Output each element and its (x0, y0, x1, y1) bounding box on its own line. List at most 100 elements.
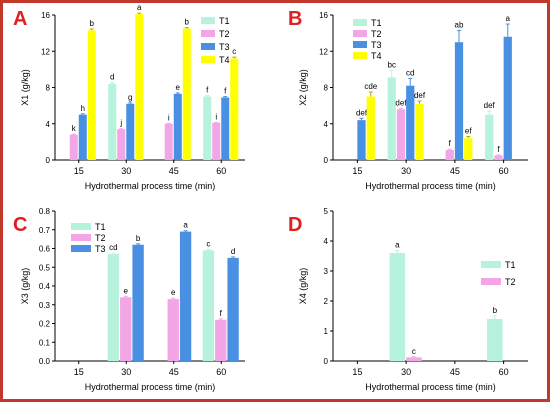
x-tick-label: 15 (352, 367, 362, 377)
significance-letter: e (171, 288, 176, 297)
y-tick-label: 0.4 (39, 282, 51, 291)
bar-t4 (87, 30, 96, 160)
significance-letter: b (90, 19, 95, 28)
significance-letter: f (220, 309, 223, 318)
x-tick-label: 30 (121, 367, 131, 377)
legend-label: T2 (371, 29, 382, 39)
legend-swatch (71, 223, 91, 230)
significance-letter: def (356, 108, 368, 117)
significance-letter: b (185, 18, 190, 27)
legend-swatch (481, 278, 501, 285)
legend-swatch (481, 261, 501, 268)
bar-t1 (107, 254, 120, 361)
y-tick-label: 0.3 (39, 301, 51, 310)
y-tick-label: 0.1 (39, 338, 51, 347)
significance-letter: bc (388, 60, 396, 69)
legend-label: T3 (371, 40, 382, 50)
x-tick-label: 45 (169, 166, 179, 176)
y-tick-label: 2 (324, 297, 329, 306)
significance-letter: d (110, 73, 114, 82)
legend-swatch (71, 245, 91, 252)
y-tick-label: 0.2 (39, 320, 51, 329)
significance-letter: c (412, 347, 416, 356)
bar-t4 (415, 103, 424, 160)
y-tick-label: 5 (324, 207, 329, 216)
x-tick-label: 15 (352, 166, 362, 176)
bar-t2 (117, 129, 126, 160)
bar-t3 (227, 257, 239, 361)
bar-t2 (167, 299, 179, 361)
x-tick-label: 45 (169, 367, 179, 377)
bar-t2 (120, 297, 132, 361)
legend-label: T1 (505, 260, 516, 270)
significance-letter: c (232, 47, 236, 56)
legend-label: T1 (219, 16, 230, 26)
x-tick-label: 60 (499, 166, 509, 176)
bar-t3 (132, 244, 144, 361)
panel-letter: D (288, 214, 302, 236)
legend-swatch (71, 234, 91, 241)
x-tick-label: 60 (216, 367, 226, 377)
bar-t2 (164, 123, 173, 160)
bar-t3 (179, 231, 192, 361)
significance-letter: c (206, 239, 210, 248)
bar-t1 (487, 319, 503, 361)
y-tick-label: 0.0 (39, 357, 51, 366)
significance-letter: f (206, 86, 209, 95)
significance-letter: a (395, 241, 400, 250)
bar-t3 (503, 36, 512, 160)
significance-letter: d (231, 247, 235, 256)
x-tick-label: 60 (216, 166, 226, 176)
legend-label: T4 (371, 51, 382, 61)
bar-t3 (126, 103, 135, 160)
legend-label: T2 (505, 277, 516, 287)
bar-t3 (221, 97, 230, 160)
legend-label: T4 (219, 55, 230, 65)
significance-letter: f (497, 145, 500, 154)
y-axis-label: X2 (g/kg) (298, 69, 308, 106)
significance-letter: k (72, 124, 77, 133)
x-tick-label: 30 (401, 166, 411, 176)
bar-t4 (182, 28, 191, 160)
legend-swatch (201, 17, 215, 24)
significance-letter: cd (109, 243, 117, 252)
y-tick-label: 8 (324, 84, 329, 93)
bar-t2 (215, 319, 227, 361)
significance-letter: b (493, 306, 498, 315)
y-axis-label: X1 (g/kg) (20, 69, 30, 106)
bar-t3 (406, 85, 415, 160)
legend-swatch (201, 43, 215, 50)
y-tick-label: 4 (46, 120, 51, 129)
significance-letter: def (414, 91, 426, 100)
x-tick-label: 45 (450, 166, 460, 176)
y-tick-label: 4 (324, 120, 329, 129)
x-axis-label: Hydrothermal process time (min) (365, 181, 496, 191)
bar-t4 (366, 96, 375, 160)
significance-letter: cde (364, 82, 377, 91)
y-tick-label: 0 (324, 156, 329, 165)
significance-letter: j (119, 119, 122, 128)
legend-swatch (353, 52, 367, 59)
bar-t1 (108, 83, 117, 160)
bar-t4 (230, 58, 239, 160)
x-tick-label: 30 (401, 367, 411, 377)
y-tick-label: 8 (46, 84, 51, 93)
significance-letter: f (449, 139, 452, 148)
y-tick-label: 0.6 (39, 245, 51, 254)
legend-label: T1 (371, 18, 382, 28)
legend-label: T1 (95, 222, 106, 232)
significance-letter: e (124, 286, 129, 295)
significance-letter: b (136, 234, 141, 243)
legend-label: T2 (95, 233, 106, 243)
legend-label: T2 (219, 29, 230, 39)
significance-letter: i (215, 112, 217, 121)
legend-swatch (353, 30, 367, 37)
legend-label: T3 (95, 244, 106, 254)
y-tick-label: 16 (319, 11, 328, 20)
x-tick-label: 30 (121, 166, 131, 176)
bar-t3 (173, 93, 182, 160)
panel-letter: C (13, 214, 27, 236)
x-tick-label: 45 (450, 367, 460, 377)
